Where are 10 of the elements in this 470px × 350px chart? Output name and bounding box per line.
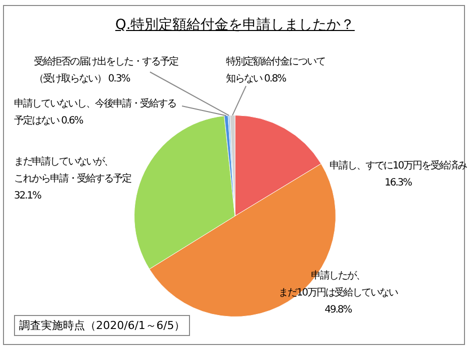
slice-label: 申請し、すでに10万円を受給済み bbox=[330, 160, 468, 172]
data-label: 49.8% bbox=[324, 304, 352, 316]
data-label: 32.1% bbox=[14, 190, 42, 202]
data-label: 16.3% bbox=[384, 178, 412, 189]
slice-label: 受給拒否の届け出をした・する予定（受け取らない） 0.3% bbox=[34, 56, 179, 85]
chart-title: Q.特別定額給付金を申請しましたか？ bbox=[115, 17, 355, 33]
slice-label: 特別定額給付金について知らない 0.8% bbox=[226, 56, 325, 85]
slice-label: 申請していないし、今後申請・受給する予定はない 0.6% bbox=[14, 98, 176, 127]
slice-label: まだ申請していないが、これから申請・受給する予定 bbox=[14, 156, 132, 185]
text: 調査実施時点（2020/6/1～6/5） bbox=[14, 315, 190, 336]
